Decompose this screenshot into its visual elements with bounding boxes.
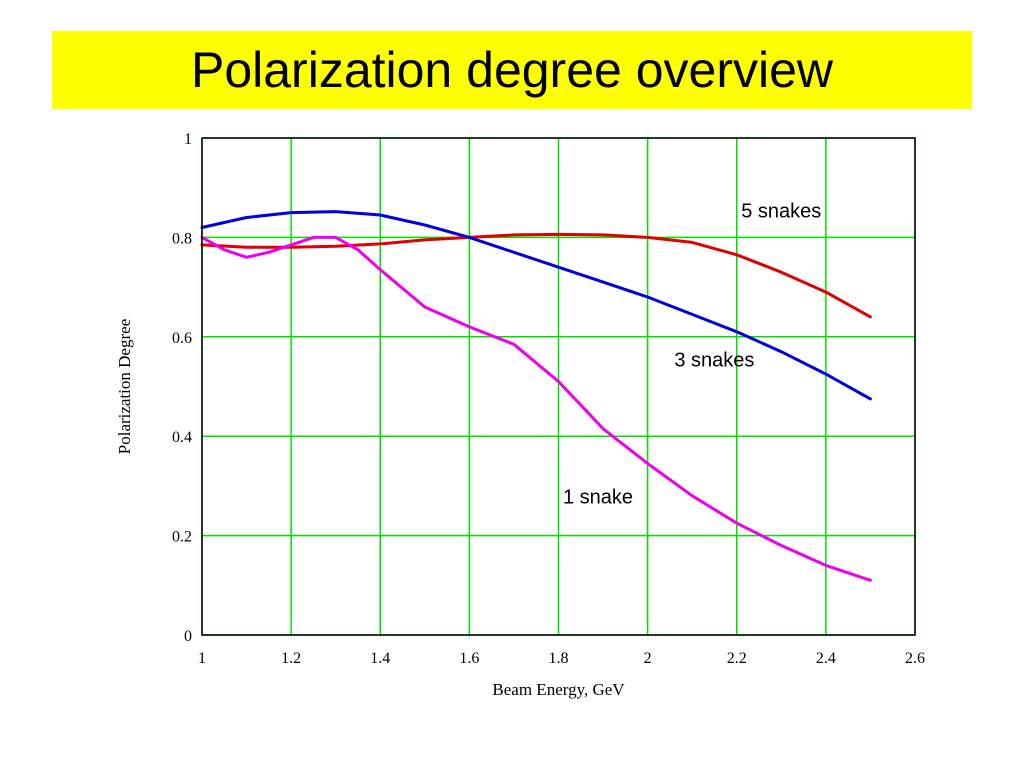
x-tick-label: 1.8 [549, 650, 569, 667]
series-line-5-snakes [200, 232, 872, 319]
x-tick-label: 1.2 [281, 650, 301, 667]
grid-lines [201, 137, 916, 636]
y-tick-labels: 0 0.2 0.4 0.6 0.8 1 [172, 131, 192, 645]
series-annotation: 3 snakes [674, 350, 754, 372]
y-tick-label: 0 [184, 628, 192, 645]
title-banner: Polarization degree overview [52, 31, 972, 109]
y-tick-label: 0.4 [172, 429, 192, 446]
x-tick-label: 2 [644, 650, 652, 667]
series-line-1-snake [200, 235, 872, 582]
series-lines [200, 210, 872, 582]
y-axis-label: Polarization Degree [115, 319, 134, 454]
y-tick-label: 0.2 [172, 529, 192, 546]
series-line-3-snakes [200, 210, 872, 401]
series-annotation: 5 snakes [741, 201, 821, 223]
plot-frame [201, 137, 916, 636]
y-tick-label: 0.8 [172, 230, 192, 247]
page-title: Polarization degree overview [190, 42, 834, 98]
y-tick-label: 0.6 [172, 330, 192, 347]
x-tick-label: 1.6 [459, 650, 479, 667]
series-annotation: 1 snake [563, 486, 633, 508]
y-tick-label: 1 [184, 131, 192, 148]
x-tick-labels: 1 1.2 1.4 1.6 1.8 2 2.2 2.4 2.6 [198, 650, 925, 667]
series-annotations: 5 snakes 3 snakes 1 snake [563, 201, 821, 509]
x-axis-label: Beam Energy, GeV [492, 680, 625, 699]
x-tick-label: 1 [198, 650, 206, 667]
x-tick-label: 1.4 [370, 650, 390, 667]
x-tick-label: 2.4 [816, 650, 836, 667]
x-tick-label: 2.6 [905, 650, 925, 667]
x-tick-label: 2.2 [727, 650, 747, 667]
